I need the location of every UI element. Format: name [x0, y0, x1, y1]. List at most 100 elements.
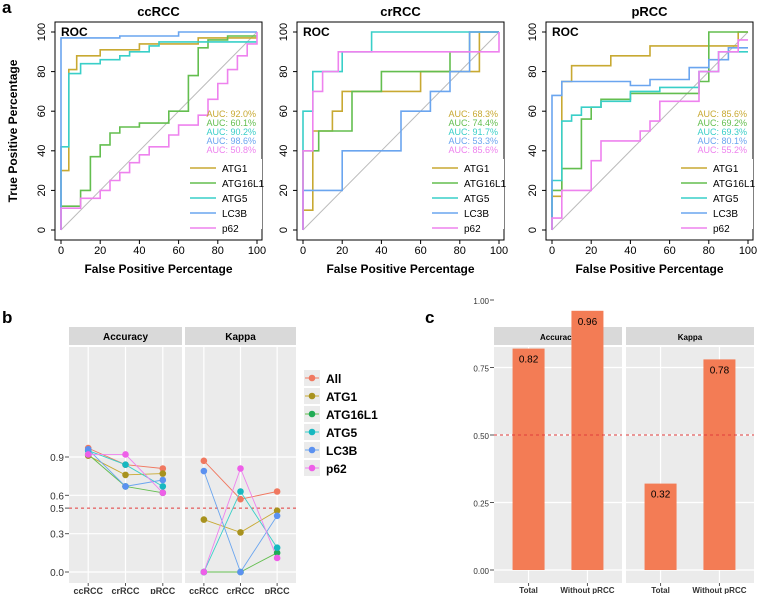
auc-label-atg5: AUC: 69.3% [697, 127, 747, 137]
roc-curve-lc3b [60, 31, 257, 230]
roc-panel-ccrcc: ccRCC ROC 0 20 40 60 80 100 0 20 40 60 80 100 False Po… [6, 4, 266, 276]
x-tick-label: 0 [300, 245, 306, 257]
y-tick-label: 20 [278, 184, 290, 196]
data-point-p62 [200, 568, 208, 576]
data-point-all [237, 495, 244, 503]
roc-curve-p62 [60, 32, 258, 230]
roc-title: ccRCC [137, 4, 180, 19]
roc-legend-label-lc3b: LC3B [464, 209, 489, 220]
y-tick-label: 80 [527, 65, 539, 77]
roc-legend-label-atg5: ATG5 [713, 194, 739, 205]
panel-c-y-tick-label: 1.00 [473, 297, 489, 306]
y-tick-label: 80 [278, 65, 290, 77]
facet-strip [69, 327, 182, 345]
roc-title: crRCC [380, 4, 421, 19]
facet-strip-label: Kappa [225, 332, 256, 343]
y-tick-label: 20 [527, 184, 539, 196]
roc-legend-label-atg5: ATG5 [222, 194, 248, 205]
data-point-atg1 [122, 471, 129, 479]
panel-label-c: c [425, 308, 434, 327]
data-point-lc3b [84, 446, 92, 453]
roc-diagonal [60, 31, 258, 231]
roc-legend-box [675, 159, 753, 229]
facet-accuracy: Accuracy ccRCC crRCC pRCC [69, 327, 182, 594]
bar-accuracy-1 [571, 310, 604, 570]
data-point-p62 [84, 451, 92, 458]
data-point-atg5 [159, 483, 167, 490]
panel-b-y-tick-label: 0.5 [50, 504, 64, 515]
roc-panel-prcc: pRCC ROC 0 20 40 60 80 100 0 20 40 60 80 100 False Pos… [527, 4, 757, 276]
data-point-lc3b [237, 568, 244, 576]
y-tick-label: 20 [36, 184, 48, 196]
x-tick-label: ccRCC [189, 586, 219, 594]
x-tick-label: crRCC [111, 586, 140, 594]
facet-strip-label: Accuracy [540, 333, 577, 342]
auc-label-atg5: AUC: 91.7% [448, 127, 498, 137]
panel-b-y-tick-label: 0.3 [50, 530, 64, 541]
x-tick-label: Without pRCC [692, 586, 746, 594]
data-point-atg16l1 [273, 549, 281, 557]
x-tick-label: 20 [585, 245, 597, 257]
y-tick-label: 40 [36, 145, 48, 157]
panel-label-b: b [2, 308, 12, 327]
x-tick-label: 80 [703, 245, 715, 257]
y-tick-label: 60 [527, 105, 539, 117]
legend-label-atg1: ATG1 [326, 390, 357, 404]
auc-label-lc3b: AUC: 98.6% [206, 136, 256, 146]
panel-c-y-tick-label: 0.00 [473, 567, 489, 576]
x-tick-label: 100 [490, 245, 508, 257]
x-tick-label: ccRCC [73, 586, 103, 594]
panel-b-y-tick-label: 0.9 [50, 453, 64, 464]
roc-inset-label: ROC [552, 25, 579, 39]
bar-value-label: 0.78 [710, 365, 730, 376]
x-tick-label: Total [651, 586, 670, 594]
roc-title: pRCC [631, 4, 668, 19]
facet-strip-label: Accuracy [103, 332, 148, 343]
panel-b-legend: All ATG1 ATG16L1 ATG5 LC3B p62 [304, 370, 378, 476]
y-tick-label: 0 [527, 227, 539, 233]
data-point-all [273, 488, 281, 495]
facet-kappa: Kappa 0.32 0.78 Total Without pRCC [626, 299, 754, 594]
x-tick-label: 20 [94, 245, 106, 257]
auc-label-atg16l1: AUC: 69.2% [697, 118, 747, 128]
panel-b-y-tick-label: 0.0 [50, 568, 64, 579]
y-tick-label: 60 [278, 105, 290, 117]
x-tick-label: 0 [58, 245, 64, 257]
y-tick-label: 60 [36, 105, 48, 117]
legend-label-p62: p62 [326, 462, 347, 476]
roc-legend-label-atg16l1: ATG16L1 [464, 179, 506, 190]
auc-label-atg1: AUC: 68.3% [448, 109, 498, 119]
roc-y-axis-label: True Positive Percentage [6, 59, 20, 202]
auc-label-lc3b: AUC: 53.3% [448, 136, 498, 146]
panel-b-y-tick-label: 0.6 [50, 491, 64, 502]
facet-strip [185, 327, 296, 345]
roc-curve-p62 [551, 39, 748, 230]
facet-accuracy: Accuracy 0.82 0.96 Total Without pRCC [494, 299, 622, 594]
roc-panel-crrcc: crRCC ROC 0 20 40 60 80 100 0 20 40 60 80 100 False Po… [278, 4, 508, 276]
data-point-lc3b [200, 467, 208, 475]
roc-curve-atg5 [302, 31, 499, 230]
auc-label-lc3b: AUC: 80.1% [697, 136, 747, 146]
x-tick-label: 40 [375, 245, 387, 257]
auc-label-p62: AUC: 85.6% [448, 145, 498, 155]
roc-curve-lc3b [551, 47, 748, 230]
data-point-atg1 [159, 470, 167, 477]
roc-curve-atg1 [302, 31, 499, 230]
data-point-atg1 [273, 507, 281, 514]
data-point-lc3b [122, 483, 129, 490]
x-tick-label: Total [519, 586, 538, 594]
x-tick-label: 60 [414, 245, 426, 257]
x-tick-label: 60 [663, 245, 675, 257]
roc-legend-label-p62: p62 [464, 224, 481, 235]
data-point-all [200, 457, 208, 465]
data-point-atg5 [273, 544, 281, 552]
legend-label-lc3b: LC3B [326, 444, 358, 458]
legend-key-point [308, 392, 316, 400]
x-tick-label: 80 [454, 245, 466, 257]
data-point-lc3b [273, 512, 281, 520]
bar-accuracy-0 [512, 348, 545, 570]
legend-label-all: All [326, 372, 341, 386]
roc-legend-label-atg16l1: ATG16L1 [222, 179, 264, 190]
auc-label-atg16l1: AUC: 60.1% [206, 118, 256, 128]
